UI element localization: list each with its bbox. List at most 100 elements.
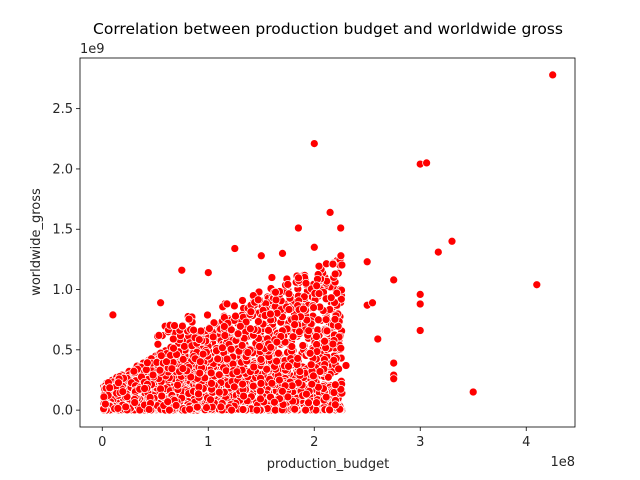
data-point xyxy=(304,398,313,408)
data-point xyxy=(256,394,265,404)
data-point xyxy=(284,289,294,299)
data-point xyxy=(271,295,281,305)
scatter-points xyxy=(99,70,558,415)
data-point xyxy=(130,398,140,407)
data-point xyxy=(548,70,558,80)
data-point xyxy=(306,360,316,370)
data-point xyxy=(246,324,255,334)
data-point xyxy=(238,379,247,389)
data-point xyxy=(186,372,196,382)
data-point xyxy=(192,402,202,412)
data-point xyxy=(262,364,272,374)
data-point xyxy=(156,351,166,361)
data-point xyxy=(238,296,247,305)
data-point xyxy=(237,341,247,350)
data-point xyxy=(184,314,194,324)
data-point xyxy=(270,397,279,407)
data-point xyxy=(334,364,343,374)
data-point xyxy=(249,362,259,372)
data-point xyxy=(301,405,310,415)
data-point xyxy=(171,401,181,410)
data-point xyxy=(287,342,297,351)
x-offset-label: 1e8 xyxy=(550,455,575,470)
data-point xyxy=(253,295,263,305)
data-point xyxy=(129,366,139,376)
data-point xyxy=(330,269,340,279)
data-point xyxy=(153,339,163,349)
data-point xyxy=(330,380,340,390)
data-point xyxy=(332,288,342,298)
data-point xyxy=(267,378,277,388)
data-point xyxy=(266,342,276,352)
data-point xyxy=(294,223,303,233)
data-point xyxy=(227,405,236,415)
data-point xyxy=(255,342,264,351)
data-point xyxy=(178,355,188,364)
y-tick-label: 0.5 xyxy=(52,343,73,358)
data-point xyxy=(323,372,333,382)
data-point xyxy=(121,402,131,412)
data-point xyxy=(165,405,174,415)
y-tick-label: 1.0 xyxy=(52,283,73,298)
data-point xyxy=(271,287,280,297)
data-point xyxy=(177,265,187,275)
data-point xyxy=(144,405,154,414)
data-point xyxy=(194,389,203,399)
data-point xyxy=(226,344,236,354)
data-point xyxy=(266,309,275,319)
data-point xyxy=(256,379,266,388)
data-point xyxy=(288,332,298,342)
x-tick-label: 1 xyxy=(204,435,212,450)
data-point xyxy=(178,364,188,373)
data-point xyxy=(433,247,443,257)
y-offset-label: 1e9 xyxy=(80,42,105,57)
data-point xyxy=(248,381,258,391)
data-point xyxy=(206,368,216,378)
data-point xyxy=(167,364,177,374)
data-point xyxy=(290,404,300,414)
data-point xyxy=(196,326,206,336)
x-tick-label: 3 xyxy=(416,435,424,450)
data-point xyxy=(256,355,266,364)
data-point xyxy=(309,371,318,381)
data-point xyxy=(231,311,240,321)
data-point xyxy=(163,397,173,407)
data-point xyxy=(213,354,223,364)
data-point xyxy=(148,370,158,380)
data-point xyxy=(256,251,266,261)
data-point xyxy=(336,251,346,261)
data-point xyxy=(173,380,182,390)
y-tick-label: 0.0 xyxy=(52,404,73,419)
data-point xyxy=(272,337,282,347)
data-point xyxy=(205,324,214,333)
data-point xyxy=(321,315,331,324)
data-point xyxy=(108,310,118,320)
data-point xyxy=(170,321,179,330)
data-point xyxy=(195,368,205,378)
data-point xyxy=(202,403,211,412)
data-point xyxy=(256,386,265,396)
data-point xyxy=(328,259,338,269)
data-point xyxy=(232,367,242,377)
data-point xyxy=(322,326,332,336)
data-point xyxy=(330,400,340,410)
data-point xyxy=(203,268,213,277)
data-point xyxy=(222,354,232,364)
data-point xyxy=(312,398,321,407)
x-axis-label: production_budget xyxy=(267,457,389,472)
data-point xyxy=(389,358,399,368)
y-ticks: 0.0 0.5 1.0 1.5 2.0 2.5 xyxy=(52,102,80,419)
data-point xyxy=(236,321,245,331)
data-point xyxy=(162,357,171,367)
data-point xyxy=(325,405,334,415)
data-point xyxy=(309,242,319,252)
data-point xyxy=(113,404,123,413)
data-point xyxy=(216,402,226,412)
data-point xyxy=(315,367,325,376)
data-point xyxy=(252,405,262,415)
data-point xyxy=(337,260,347,270)
data-point xyxy=(222,299,232,309)
data-point xyxy=(207,379,216,388)
data-point xyxy=(362,257,372,267)
data-point xyxy=(341,361,351,370)
